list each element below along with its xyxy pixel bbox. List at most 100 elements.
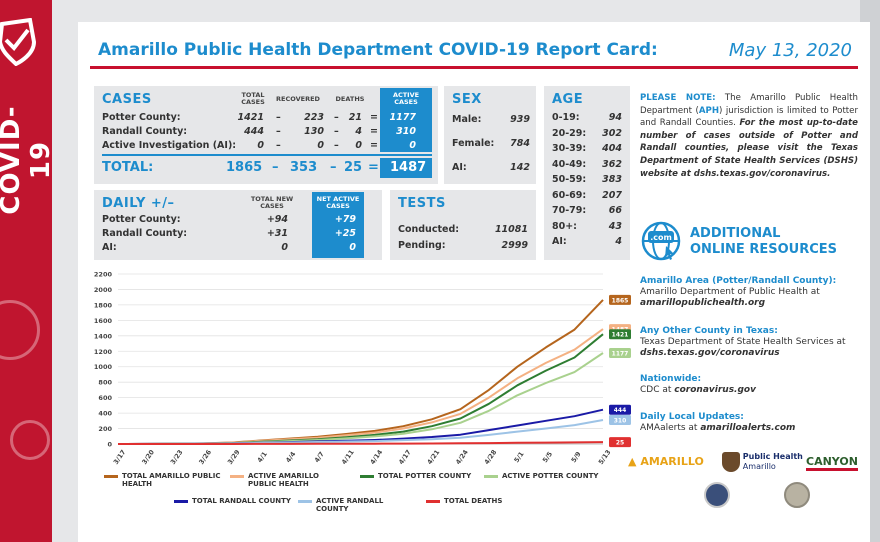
x-tick-label: 4/11 — [340, 448, 356, 466]
col-total-new-cases: TOTAL NEW CASES — [250, 195, 294, 210]
cases-total: 0 — [257, 140, 264, 151]
end-label-badge — [609, 294, 631, 305]
sex-panel: SEX Male: 939 Female: 784 AI: 142 — [444, 86, 536, 184]
legend-label: TOTAL POTTER COUNTY — [378, 472, 472, 480]
y-tick-label: 400 — [98, 410, 112, 418]
tests-label: Pending: — [398, 240, 446, 251]
tests-value: 11081 — [494, 224, 528, 235]
cases-deaths: 0 — [355, 140, 362, 151]
title-divider — [90, 66, 858, 69]
note-text: The Amarillo Public Health Department ( — [640, 93, 858, 116]
resource-link[interactable]: dshs.texas.gov/coronavirus — [640, 348, 780, 358]
x-tick-label: 4/7 — [313, 450, 326, 464]
note-text: ) jurisdiction is limited to Potter and … — [640, 105, 859, 129]
cases-active: 310 — [396, 126, 416, 137]
resource-link[interactable]: amarilloalerts.com — [700, 423, 796, 433]
daily-heading: DAILY +/– — [102, 196, 175, 211]
resource-head: Nationwide: — [640, 374, 702, 384]
resource-link[interactable]: amarillopublichealth.org — [640, 298, 766, 308]
please-note: PLEASE NOTE: The Amarillo Public Health … — [640, 92, 858, 180]
resource-link[interactable]: coronavirus.gov — [674, 385, 756, 395]
dash: – — [334, 126, 339, 137]
cases-recovered: 223 — [304, 112, 324, 123]
total-divider — [102, 154, 432, 156]
age-value: 66 — [608, 205, 622, 216]
resource-line: Texas Department of State Health Service… — [640, 337, 846, 347]
tests-value: 2999 — [501, 240, 528, 251]
age-value: 94 — [608, 112, 622, 123]
decorative-ring — [0, 300, 40, 360]
sex-label: AI: — [452, 162, 467, 173]
x-tick-label: 5/1 — [512, 450, 525, 464]
series-line — [117, 328, 604, 445]
sex-value: 784 — [510, 138, 530, 149]
end-label-badge — [609, 329, 631, 340]
daily-row-label: Potter County: — [102, 214, 181, 225]
cases-heading: CASES — [102, 92, 152, 107]
age-label: 70-79: — [552, 205, 587, 216]
col-total-cases: TOTAL CASES — [241, 91, 265, 106]
daily-row-label: Randall County: — [102, 228, 188, 239]
dash: – — [272, 160, 279, 175]
cases-recovered: 130 — [304, 126, 324, 137]
end-label-badge — [609, 404, 631, 415]
age-value: 404 — [602, 143, 622, 154]
end-label-badge — [609, 437, 631, 448]
x-tick-label: 3/17 — [112, 448, 128, 466]
dash: – — [276, 140, 281, 151]
sex-label: Female: — [452, 138, 495, 149]
star-icon: ▲ — [628, 455, 637, 468]
daily-active: +25 — [334, 228, 356, 239]
y-tick-label: 2000 — [94, 286, 113, 294]
total-label: TOTAL: — [102, 160, 154, 175]
resources-heading-line: ONLINE RESOURCES — [690, 242, 837, 257]
cases-recovered: 0 — [317, 140, 324, 151]
total-recovered: 353 — [290, 160, 318, 175]
daily-new: +31 — [266, 228, 288, 239]
resource-item: Any Other County in Texas: Texas Departm… — [640, 326, 864, 359]
y-tick-label: 600 — [98, 394, 112, 402]
left-red-band: COVID-19 — [0, 0, 56, 542]
resources-heading: ADDITIONAL ONLINE RESOURCES — [690, 226, 837, 258]
dash: – — [276, 112, 281, 123]
globe-label: .com — [650, 233, 672, 242]
tests-heading: TESTS — [398, 196, 446, 211]
x-tick-label: 3/23 — [169, 448, 185, 466]
x-tick-label: 5/9 — [570, 450, 583, 464]
legend-label: ACTIVE POTTER COUNTY — [502, 472, 599, 480]
end-label: 310 — [614, 418, 627, 425]
end-label: 444 — [614, 407, 627, 414]
col-net-active-cases: NET ACTIVE CASES — [316, 195, 360, 210]
y-tick-label: 1400 — [94, 332, 113, 340]
net-active-column: NET ACTIVE CASES — [312, 192, 364, 258]
x-tick-label: 5/13 — [597, 448, 613, 466]
col-recovered: RECOVERED — [276, 95, 320, 103]
cases-total: 1421 — [237, 112, 264, 123]
x-tick-label: 3/26 — [197, 448, 213, 466]
decorative-ring — [10, 420, 50, 460]
total-cases: 1865 — [226, 160, 263, 175]
tests-panel: TESTS Conducted: 11081 Pending: 2999 — [390, 190, 536, 260]
resource-line: Amarillo Department of Public Health at — [640, 287, 820, 297]
shield-logo-icon — [722, 452, 740, 472]
age-label: 20-29: — [552, 127, 587, 139]
age-label: 50-59: — [552, 174, 587, 185]
cases-deaths: 4 — [355, 126, 362, 137]
age-value: 383 — [602, 174, 622, 185]
age-value: 43 — [608, 220, 622, 232]
covid-vertical-text: COVID-19 — [0, 105, 56, 215]
age-label: 0-19: — [552, 112, 580, 123]
cases-panel: CASES TOTAL CASES RECOVERED DEATHS ACTIV… — [94, 86, 438, 184]
resource-line: AMAalerts at — [640, 423, 698, 433]
x-tick-label: 4/17 — [397, 448, 413, 466]
cases-row-label: Randall County: — [102, 126, 188, 137]
x-tick-label: 4/28 — [483, 448, 499, 466]
total-active: 1487 — [390, 160, 427, 175]
cases-row-label: Active Investigation (AI): — [102, 140, 237, 151]
series-line — [118, 441, 604, 445]
sex-value: 939 — [510, 114, 530, 125]
x-tick-label: 4/1 — [256, 450, 269, 464]
tests-label: Conducted: — [398, 224, 460, 235]
age-value: 4 — [615, 236, 622, 247]
note-aph: APH — [698, 105, 720, 116]
